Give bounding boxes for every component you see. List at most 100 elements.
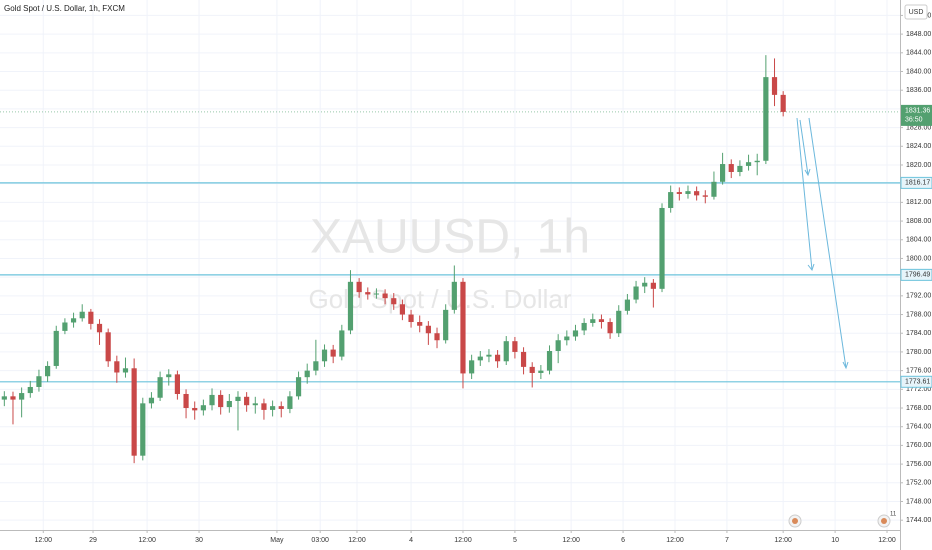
x-tick-label: 29: [89, 537, 97, 544]
candle-body: [555, 340, 561, 351]
chart-title: Gold Spot / U.S. Dollar, 1h, FXCM: [4, 4, 125, 13]
candle-body: [36, 376, 42, 387]
candle-body: [131, 368, 137, 456]
candle-body: [45, 365, 51, 377]
candle-body: [408, 314, 414, 323]
candle-body: [96, 323, 103, 333]
candle-body: [598, 319, 605, 323]
event-icon-flag: [881, 518, 887, 524]
candle-body: [780, 94, 786, 112]
candle-body: [183, 393, 189, 409]
last-price-box: [901, 104, 932, 126]
candle-body: [668, 192, 674, 208]
candle-body: [287, 396, 293, 409]
candle-body: [763, 77, 769, 161]
y-tick-label: 1760.00: [906, 442, 931, 449]
candle-body: [209, 394, 215, 406]
x-tick-label: May: [270, 537, 284, 544]
candle-body: [495, 354, 501, 362]
arrow-line: [808, 117, 847, 369]
candle-body: [192, 408, 198, 411]
x-tick-label: 12:00: [35, 537, 53, 544]
candle-body: [650, 282, 656, 289]
x-tick-label: 12:00: [138, 537, 156, 544]
y-tick-label: 1792.00: [906, 293, 931, 300]
arrow-line: [796, 117, 813, 271]
candle-body: [469, 360, 475, 374]
candle-body: [434, 333, 440, 341]
y-tick-label: 1780.00: [906, 349, 931, 356]
y-tick-label: 1828.00: [906, 124, 931, 131]
candle-body: [200, 405, 206, 411]
candle-body: [711, 181, 717, 197]
y-tick-label: 1844.00: [906, 50, 931, 57]
candle-body: [425, 325, 431, 334]
x-tick-label: 12:00: [666, 537, 684, 544]
arrow-head: [804, 168, 811, 177]
y-tick-label: 1764.00: [906, 424, 931, 431]
candle-body: [451, 281, 457, 310]
candle-body: [356, 281, 362, 293]
x-tick-label: 12:00: [878, 537, 896, 544]
candle-body: [460, 281, 466, 374]
currency: USD: [909, 9, 924, 16]
axes: 1744.00 1748.00 1752.00 1756.00 1760.00 1764.…: [35, 12, 932, 544]
candle-body: [1, 396, 7, 400]
candle-body: [581, 322, 587, 331]
candle-body: [503, 341, 509, 362]
y-tick-label: 1820.00: [906, 162, 931, 169]
candle-body: [590, 319, 596, 323]
y-tick-label: 1748.00: [906, 498, 931, 505]
y-tick-label: 1776.00: [906, 367, 931, 374]
drawn-arrows: [796, 117, 849, 370]
countdown: 36:50: [905, 117, 923, 124]
candle-body: [88, 311, 94, 324]
currency-box: [904, 4, 928, 20]
candle-body: [122, 368, 129, 373]
candle-body: [754, 160, 760, 163]
arrow-head: [842, 361, 849, 370]
level-label: 1796.49: [905, 272, 930, 279]
candle-body: [295, 377, 302, 397]
candle-body: [745, 162, 752, 166]
candle-body: [391, 298, 397, 305]
x-tick-label: 12:00: [774, 537, 792, 544]
candle-body: [278, 406, 284, 409]
x-tick-label: 12:00: [562, 537, 580, 544]
candle-body: [520, 351, 527, 367]
candle-body: [140, 403, 146, 456]
candle-body: [486, 354, 492, 357]
x-tick-label: 4: [409, 537, 413, 544]
candle-body: [321, 349, 328, 362]
candle-body: [105, 332, 111, 362]
y-tick-label: 1784.00: [906, 330, 931, 337]
candle-body: [166, 374, 172, 378]
candle-body: [720, 164, 726, 182]
candle-body: [114, 361, 120, 373]
candle-body: [79, 311, 85, 319]
level-label-box: [900, 375, 932, 388]
x-tick-label: 10: [831, 537, 839, 544]
candle-body: [529, 366, 535, 373]
candle-body: [365, 292, 371, 295]
candle-body: [399, 304, 405, 315]
y-tick-label: 1824.00: [906, 143, 931, 150]
candle-body: [659, 207, 665, 289]
candle-body: [676, 192, 682, 194]
y-tick-label: 1808.00: [906, 218, 931, 225]
levels: [0, 111, 900, 383]
candles: [1, 55, 786, 464]
candle-body: [62, 322, 68, 331]
candle-body: [477, 356, 483, 361]
candle-body: [244, 396, 250, 406]
candle-body: [702, 195, 708, 197]
candle-body: [261, 403, 267, 410]
y-tick-label: 1848.00: [906, 31, 931, 38]
level-label-box: [900, 268, 932, 281]
level-label-box: [900, 176, 932, 189]
candle-body: [53, 330, 59, 366]
candle-body: [70, 318, 77, 323]
candle-body: [304, 370, 310, 378]
candle-body: [373, 293, 380, 295]
arrow-head: [807, 263, 815, 272]
